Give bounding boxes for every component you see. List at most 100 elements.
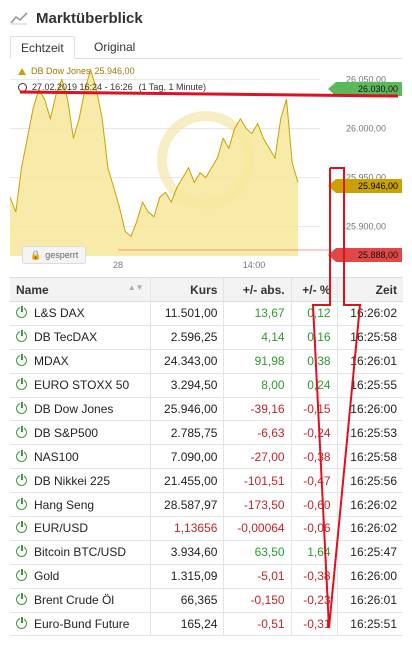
row-zeit: 16:26:00 <box>336 397 403 422</box>
page-title: Marktüberblick <box>36 9 143 27</box>
row-pct: -0,06 <box>290 516 338 541</box>
row-kurs: 2.596,25 <box>149 325 224 350</box>
row-kurs: 28.587,97 <box>149 492 224 518</box>
row-abs: 8,00 <box>223 373 292 398</box>
row-kurs: 25.946,00 <box>149 397 224 422</box>
row-name[interactable]: NAS100 <box>10 444 151 470</box>
row-name[interactable]: Brent Crude Öl <box>10 588 151 613</box>
row-zeit: 16:26:02 <box>336 301 403 326</box>
y-tick-label: 26.050,00 <box>346 75 386 85</box>
row-pct: -0,38 <box>290 564 338 589</box>
row-kurs: 11.501,00 <box>149 301 224 326</box>
row-pct: 0,38 <box>290 349 338 374</box>
row-name[interactable]: DB TecDAX <box>10 325 151 350</box>
row-kurs: 7.090,00 <box>149 444 224 470</box>
lock-icon: 🔒 <box>30 249 42 260</box>
table-row[interactable]: Gold 1.315,09 -5,01 -0,38 16:26:00 <box>10 564 403 589</box>
locked-badge[interactable]: 🔒 gesperrt <box>22 246 87 264</box>
column-header-pct[interactable]: +/- % <box>290 277 338 302</box>
table-row[interactable]: DB Nikkei 225 21.455,00 -101,51 -0,47 16:25:… <box>10 468 403 494</box>
price-chart[interactable]: 26.050,00 26.000,00 25.950,00 25.900,00 28 1… <box>10 60 402 274</box>
table-row[interactable]: Hang Seng 28.587,97 -173,50 -0,60 16:26:02 <box>10 492 403 518</box>
x-tick-label: 14:00 <box>243 260 266 270</box>
row-name[interactable]: Bitcoin BTC/USD <box>10 540 151 565</box>
svg-text:25.946,00: 25.946,00 <box>358 181 398 191</box>
column-header-kurs[interactable]: Kurs <box>149 277 224 302</box>
table-row[interactable]: NAS100 7.090,00 -27,00 -0,38 16:25:58 <box>10 444 403 470</box>
chart-line-icon <box>10 12 28 25</box>
row-name[interactable]: Euro-Bund Future <box>10 612 151 637</box>
price-tag-high: 26.030,00 <box>328 82 402 96</box>
row-pct: -0,23 <box>290 588 338 613</box>
row-abs: -6,63 <box>223 420 292 446</box>
row-zeit: 16:26:02 <box>336 516 403 541</box>
row-name[interactable]: L&S DAX <box>10 301 151 326</box>
power-icon <box>16 305 27 319</box>
row-name[interactable]: DB Dow Jones <box>10 397 151 422</box>
row-pct: 0,12 <box>290 301 338 326</box>
table-row[interactable]: MDAX 24.343,00 91,98 0,38 16:26:01 <box>10 349 403 374</box>
svg-text:26.030,00: 26.030,00 <box>358 84 398 94</box>
table-row[interactable]: L&S DAX 11.501,00 13,67 0,12 16:26:02 <box>10 301 403 326</box>
x-tick-label: 28 <box>113 260 123 270</box>
row-pct: 1,64 <box>290 540 338 565</box>
table-row[interactable]: EUR/USD 1,13656 -0,00064 -0,06 16:26:02 <box>10 516 403 541</box>
row-kurs: 1.315,09 <box>149 564 224 589</box>
row-kurs: 66,365 <box>149 588 224 613</box>
power-icon <box>16 520 27 534</box>
quotes-table: Name ▲▼ Kurs +/- abs. +/- % Zeit L&S DAX 1… <box>10 277 403 637</box>
row-pct: -0,38 <box>290 444 338 470</box>
chart-svg: 26.050,00 26.000,00 25.950,00 25.900,00 28 1… <box>10 60 402 274</box>
row-zeit: 16:25:53 <box>336 420 403 446</box>
price-tag-current: 25.946,00 <box>328 179 402 193</box>
table-row[interactable]: Brent Crude Öl 66,365 -0,150 -0,23 16:26:01 <box>10 588 403 613</box>
svg-text:25.888,00: 25.888,00 <box>358 250 398 260</box>
legend-series-name: DB Dow Jones <box>31 66 91 76</box>
power-icon <box>16 592 27 606</box>
row-name[interactable]: Hang Seng <box>10 492 151 518</box>
row-abs: 13,67 <box>223 301 292 326</box>
column-header-abs[interactable]: +/- abs. <box>223 277 292 302</box>
chart-line <box>10 68 299 238</box>
table-row[interactable]: Bitcoin BTC/USD 3.934,60 63,50 1,64 16:25:47 <box>10 540 403 565</box>
row-abs: -5,01 <box>223 564 292 589</box>
power-icon <box>16 544 27 558</box>
power-icon <box>16 329 27 343</box>
row-pct: 0,16 <box>290 325 338 350</box>
legend-interval: (1 Tag, 1 Minute) <box>138 82 206 92</box>
row-abs: 63,50 <box>223 540 292 565</box>
row-kurs: 165,24 <box>149 612 224 637</box>
row-zeit: 16:25:47 <box>336 540 403 565</box>
table-row[interactable]: DB S&P500 2.785,75 -6,63 -0,24 16:25:53 <box>10 420 403 446</box>
table-row[interactable]: EURO STOXX 50 3.294,50 8,00 0,24 16:25:55 <box>10 373 403 398</box>
row-abs: 4,14 <box>223 325 292 350</box>
column-header-zeit[interactable]: Zeit <box>336 277 403 302</box>
power-icon <box>16 377 27 391</box>
table-row[interactable]: Euro-Bund Future 165,24 -0,51 -0,31 16:25:51 <box>10 612 403 637</box>
tab-original[interactable]: Original <box>94 40 136 54</box>
row-kurs: 3.294,50 <box>149 373 224 398</box>
row-kurs: 2.785,75 <box>149 420 224 446</box>
row-name[interactable]: EUR/USD <box>10 516 151 541</box>
table-row[interactable]: DB TecDAX 2.596,25 4,14 0,16 16:25:58 <box>10 325 403 350</box>
row-abs: -0,00064 <box>223 516 292 541</box>
row-name[interactable]: Gold <box>10 564 151 589</box>
column-header-name[interactable]: Name ▲▼ <box>10 277 151 302</box>
row-zeit: 16:26:00 <box>336 564 403 589</box>
tab-echtzeit[interactable]: Echtzeit <box>10 36 75 59</box>
row-pct: -0,15 <box>290 397 338 422</box>
table-row[interactable]: DB Dow Jones 25.946,00 -39,16 -0,15 16:26:00 <box>10 397 403 422</box>
row-name[interactable]: DB Nikkei 225 <box>10 468 151 494</box>
power-icon <box>16 424 27 438</box>
row-name[interactable]: MDAX <box>10 349 151 374</box>
power-icon <box>16 496 27 510</box>
legend-series-value: 25.946,00 <box>94 66 135 76</box>
chart-legend-series: DB Dow Jones 25.946,00 <box>18 66 135 76</box>
row-pct: -0,60 <box>290 492 338 518</box>
table-header-row: Name ▲▼ Kurs +/- abs. +/- % Zeit <box>10 277 403 302</box>
clock-icon <box>18 82 27 92</box>
row-name[interactable]: DB S&P500 <box>10 420 151 446</box>
row-pct: -0,31 <box>290 612 338 637</box>
legend-range: 27.02.2019 16:24 - 16:26 <box>32 82 133 92</box>
row-name[interactable]: EURO STOXX 50 <box>10 373 151 398</box>
